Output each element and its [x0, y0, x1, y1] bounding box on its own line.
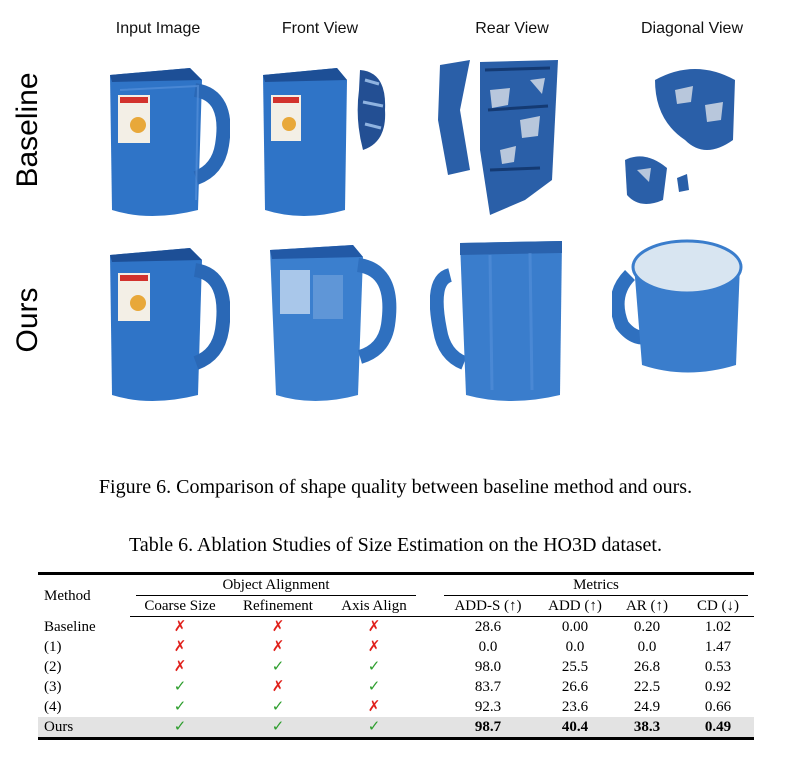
check-icon: ✓ — [173, 679, 187, 695]
cross-icon: ✗ — [271, 619, 285, 635]
alignment-cell: ✓ — [326, 657, 422, 677]
method-cell: Ours — [38, 717, 130, 739]
check-icon: ✓ — [367, 659, 381, 675]
metric-cell: 1.47 — [704, 639, 732, 655]
cross-icon: ✗ — [173, 659, 187, 675]
metric-cell: 0.0 — [637, 639, 657, 655]
ours-diagonal-view — [612, 235, 752, 410]
metric-cell: 23.6 — [561, 699, 589, 715]
metric-cell: 22.5 — [633, 679, 661, 695]
cross-icon: ✗ — [367, 639, 381, 655]
table-row: Baseline ✗ ✗ ✗ 28.6 0.00 0.20 1.02 — [38, 617, 754, 638]
metric-cell: 38.3 — [612, 717, 682, 739]
table-row: (3) ✓ ✗ ✓ 83.7 26.6 22.5 0.92 — [38, 677, 754, 697]
alignment-cell: ✓ — [130, 677, 230, 697]
metric-cell: 40.4 — [538, 717, 612, 739]
metric-cell: 0.53 — [704, 659, 732, 675]
metric-cell: 0.49 — [682, 717, 754, 739]
alignment-cell: ✓ — [326, 717, 422, 739]
baseline-diagonal-view — [615, 50, 755, 225]
metric-cell: 83.7 — [474, 679, 502, 695]
alignment-cell: ✗ — [326, 697, 422, 717]
column-header-diagonal-view: Diagonal View — [641, 20, 743, 37]
metric-cell: 0.20 — [633, 619, 661, 635]
metric-cell: 0.92 — [704, 679, 732, 695]
alignment-cell: ✓ — [326, 677, 422, 697]
alignment-cell: ✗ — [130, 657, 230, 677]
alignment-cell: ✗ — [326, 617, 422, 638]
check-icon: ✓ — [271, 659, 285, 675]
method-cell: (4) — [44, 699, 62, 715]
metric-cell: 0.00 — [561, 619, 589, 635]
column-header-front-view: Front View — [281, 20, 359, 37]
ours-front-view — [258, 235, 398, 410]
metric-cell: 1.02 — [704, 619, 732, 635]
column-header-axis-align: Axis Align — [326, 596, 422, 617]
column-header-refinement: Refinement — [230, 596, 326, 617]
method-cell: (3) — [44, 679, 62, 695]
baseline-rear-view — [430, 50, 570, 225]
cross-icon: ✗ — [367, 699, 381, 715]
metric-cell: 0.0 — [565, 639, 585, 655]
alignment-cell: ✗ — [326, 637, 422, 657]
metric-cell: 98.0 — [474, 659, 502, 675]
ours-rear-view — [430, 235, 570, 410]
column-header-rear-view: Rear View — [475, 20, 549, 37]
figure-caption: Figure 6. Comparison of shape quality be… — [98, 476, 693, 498]
method-header: Method — [44, 587, 91, 604]
ablation-table: Method Object Alignment Metrics Coarse S… — [38, 572, 754, 740]
cross-icon: ✗ — [367, 619, 381, 635]
column-header-input-image: Input Image — [115, 20, 201, 37]
cross-icon: ✗ — [271, 639, 285, 655]
alignment-cell: ✓ — [130, 717, 230, 739]
metric-cell: 26.8 — [633, 659, 661, 675]
ours-input-image — [90, 235, 230, 410]
alignment-cell: ✗ — [130, 617, 230, 638]
alignment-cell: ✗ — [230, 637, 326, 657]
metric-cell: 28.6 — [474, 619, 502, 635]
table-row: (2) ✗ ✓ ✓ 98.0 25.5 26.8 0.53 — [38, 657, 754, 677]
column-header-ar: AR (↑) — [612, 596, 682, 617]
alignment-cell: ✓ — [230, 717, 326, 739]
method-cell: Baseline — [44, 618, 96, 635]
metric-cell: 25.5 — [561, 659, 589, 675]
baseline-front-view — [255, 50, 395, 225]
check-icon: ✓ — [173, 719, 187, 735]
table-caption: Table 6. Ablation Studies of Size Estima… — [129, 534, 662, 556]
column-header-coarse-size: Coarse Size — [130, 596, 230, 617]
object-alignment-header: Object Alignment — [130, 574, 422, 596]
check-icon: ✓ — [271, 699, 285, 715]
metric-cell: 98.7 — [438, 717, 538, 739]
table-row: Ours ✓ ✓ ✓ 98.7 40.4 38.3 0.49 — [38, 717, 754, 739]
baseline-input-image — [90, 50, 230, 225]
alignment-cell: ✓ — [230, 697, 326, 717]
cross-icon: ✗ — [271, 679, 285, 695]
check-icon: ✓ — [367, 679, 381, 695]
metric-cell: 92.3 — [474, 699, 502, 715]
figure-6: Input Image Front View Rear View Diagona… — [11, 20, 755, 410]
check-icon: ✓ — [367, 719, 381, 735]
alignment-cell: ✗ — [230, 677, 326, 697]
metric-cell: 0.0 — [478, 639, 498, 655]
metric-cell: 24.9 — [633, 699, 661, 715]
metrics-header: Metrics — [438, 574, 754, 596]
cross-icon: ✗ — [173, 619, 187, 635]
alignment-cell: ✓ — [230, 657, 326, 677]
table-row: (4) ✓ ✓ ✗ 92.3 23.6 24.9 0.66 — [38, 697, 754, 717]
method-cell: (2) — [44, 659, 62, 675]
column-header-add: ADD (↑) — [538, 596, 612, 617]
column-header-cd: CD (↓) — [682, 596, 754, 617]
table-row: (1) ✗ ✗ ✗ 0.0 0.0 0.0 1.47 — [38, 637, 754, 657]
check-icon: ✓ — [271, 719, 285, 735]
metric-cell: 0.66 — [704, 699, 732, 715]
method-cell: (1) — [44, 639, 62, 655]
column-header-add-s: ADD-S (↑) — [438, 596, 538, 617]
metric-cell: 26.6 — [561, 679, 589, 695]
alignment-cell: ✗ — [130, 637, 230, 657]
alignment-cell: ✗ — [230, 617, 326, 638]
table-body: Baseline ✗ ✗ ✗ 28.6 0.00 0.20 1.02 (1) ✗ ✗ ✗ 0.0 0.0 0… — [38, 617, 754, 739]
cross-icon: ✗ — [173, 639, 187, 655]
alignment-cell: ✓ — [130, 697, 230, 717]
check-icon: ✓ — [173, 699, 187, 715]
